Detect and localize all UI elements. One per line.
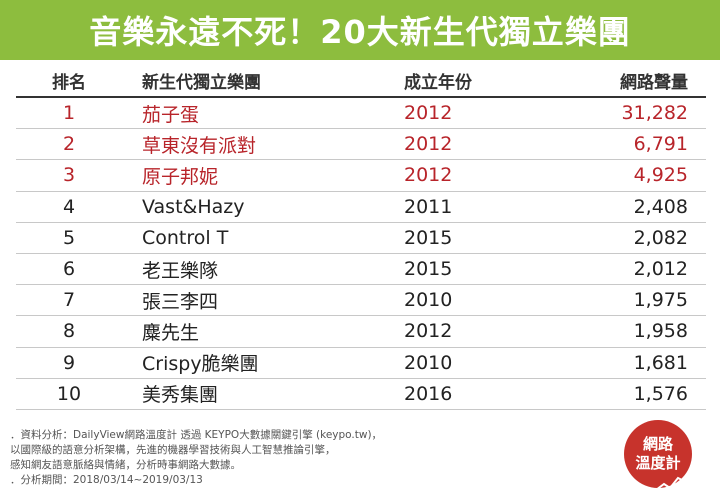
header-year: 成立年份 [404,72,472,93]
band-name-cell: 茄子蛋 [142,103,200,126]
band-name-cell: Crispy脆樂團 [142,353,259,376]
title-banner: 音樂永遠不死！20大新生代獨立樂團 [0,0,720,60]
table-row: 5 Control T 2015 2,082 [16,223,706,254]
table-row: 6 老王樂隊 2015 2,012 [16,254,706,286]
year-cell: 2015 [404,258,453,281]
volume-cell: 6,791 [633,133,688,156]
table-row: 1 茄子蛋 2012 31,282 [16,98,706,130]
rank-cell: 6 [62,258,76,281]
page-title: 音樂永遠不死！20大新生代獨立樂團 [89,13,631,51]
rank-cell: 9 [62,351,76,374]
volume-cell: 1,958 [633,320,688,343]
volume-cell: 2,012 [633,258,688,281]
year-cell: 2010 [404,289,453,312]
band-name-cell: 原子邦妮 [142,165,219,188]
rank-cell: 7 [62,289,76,312]
year-cell: 2012 [404,164,453,187]
year-cell: 2012 [404,320,453,343]
table-body: 1 茄子蛋 2012 31,282 2 草東沒有派對 2012 6,791 3 原子邦妮 2012 4… [16,98,706,410]
rank-cell: 2 [62,133,76,156]
year-cell: 2016 [404,382,453,405]
table-row: 8 麋先生 2012 1,958 [16,316,706,348]
rank-cell: 3 [62,164,76,187]
table-row: 3 原子邦妮 2012 4,925 [16,160,706,192]
dailyview-logo: 網路 溫度計 [624,420,692,488]
note-line: 以國際級的語意分析架構，先進的機器學習技術與人工智慧推論引擎， [10,444,336,456]
note-line: 感知網友語意脈絡與情緒，分析時事網路大數據。 [10,459,241,471]
band-name-cell: 美秀集團 [142,384,219,407]
year-cell: 2012 [404,102,453,125]
trend-line-icon [656,471,695,491]
table-header: 排名 新生代獨立樂團 成立年份 網路聲量 [16,64,706,98]
table-row: 7 張三李四 2010 1,975 [16,285,706,317]
band-name-cell: 老王樂隊 [142,259,219,282]
volume-cell: 2,408 [633,195,688,218]
header-band: 新生代獨立樂團 [142,72,261,93]
year-cell: 2011 [404,195,453,218]
volume-cell: 1,975 [633,289,688,312]
volume-cell: 4,925 [633,164,688,187]
rank-cell: 4 [62,195,76,218]
rank-cell: 1 [62,102,76,125]
year-cell: 2010 [404,351,453,374]
analysis-period: ．分析期間：2018/03/14~2019/03/13 [10,474,203,486]
volume-cell: 1,681 [633,351,688,374]
table-row: 9 Crispy脆樂團 2010 1,681 [16,348,706,379]
logo-text: 網路 [642,435,673,453]
band-name-cell: 張三李四 [142,290,219,313]
band-name-cell: 草東沒有派對 [142,134,257,157]
year-cell: 2015 [404,226,453,249]
volume-cell: 31,282 [621,102,688,125]
rank-cell: 8 [62,320,76,343]
table-row: 4 Vast&Hazy 2011 2,408 [16,192,706,223]
header-rank: 排名 [52,72,86,93]
year-cell: 2012 [404,133,453,156]
note-line: ．資料分析：DailyView網路溫度計 透過 KEYPO大數據關鍵引擎 (ke… [10,429,383,441]
rank-cell: 10 [56,382,82,405]
band-name-cell: Vast&Hazy [142,195,245,218]
logo-text: 溫度計 [635,454,681,472]
volume-cell: 1,576 [633,382,688,405]
rank-cell: 5 [62,226,76,249]
analysis-note: ．資料分析：DailyView網路溫度計 透過 KEYPO大數據關鍵引擎 (ke… [10,428,610,488]
header-volume: 網路聲量 [620,72,688,93]
band-name-cell: 麋先生 [142,321,200,344]
band-name-cell: Control T [142,226,229,249]
table-row: 10 美秀集團 2016 1,576 [16,379,706,410]
table-row: 2 草東沒有派對 2012 6,791 [16,129,706,161]
ranking-table: 排名 新生代獨立樂團 成立年份 網路聲量 1 茄子蛋 2012 31,282 2 草東沒有… [16,64,706,410]
volume-cell: 2,082 [633,226,688,249]
